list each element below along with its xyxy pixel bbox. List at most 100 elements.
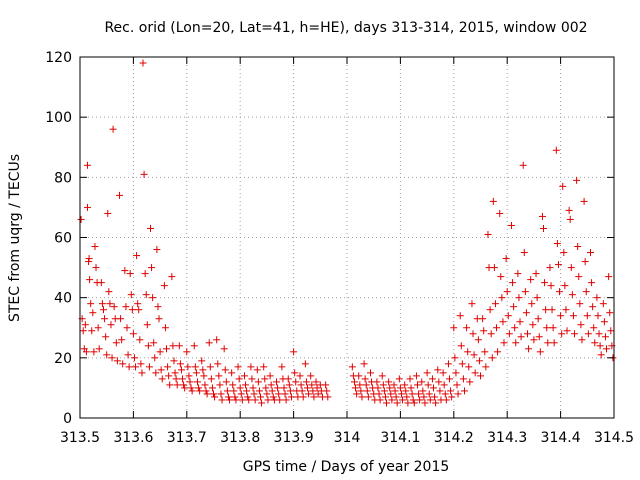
data-point <box>511 324 519 332</box>
data-point <box>355 372 363 380</box>
data-point <box>454 390 462 398</box>
y-tick-label: 80 <box>54 170 72 186</box>
data-point <box>128 306 136 314</box>
data-point <box>134 300 142 308</box>
data-point <box>474 336 482 344</box>
y-tick-label: 0 <box>63 411 72 427</box>
data-point <box>284 375 292 383</box>
x-tick-label: 314.4 <box>541 430 581 446</box>
data-point <box>301 360 309 368</box>
data-point <box>110 303 118 311</box>
data-point <box>146 224 154 232</box>
data-point <box>201 381 209 389</box>
data-point <box>373 378 381 386</box>
data-point <box>79 327 87 335</box>
data-point <box>565 206 573 214</box>
data-point <box>584 330 592 338</box>
data-point <box>527 276 535 284</box>
data-point <box>226 396 234 404</box>
data-point <box>258 399 266 407</box>
data-point <box>387 390 395 398</box>
data-point <box>266 372 274 380</box>
data-point <box>165 372 173 380</box>
x-tick-label: 313.6 <box>113 430 153 446</box>
data-point <box>166 381 174 389</box>
data-point <box>517 333 525 341</box>
data-point <box>596 342 604 350</box>
data-point <box>256 393 264 401</box>
data-point <box>504 312 512 320</box>
data-point <box>520 249 528 257</box>
data-point <box>376 396 384 404</box>
data-point <box>287 393 295 401</box>
data-point <box>142 291 150 299</box>
data-point <box>86 276 94 284</box>
data-point <box>236 384 244 392</box>
data-point <box>91 243 99 251</box>
data-point <box>444 360 452 368</box>
data-point <box>458 360 466 368</box>
data-point <box>186 378 194 386</box>
data-point <box>168 273 176 281</box>
data-point <box>412 372 420 380</box>
data-point <box>77 215 85 223</box>
data-point <box>117 315 125 323</box>
data-point <box>548 306 556 314</box>
data-point <box>534 315 542 323</box>
data-point <box>475 357 483 365</box>
data-point <box>482 363 490 371</box>
data-point <box>597 351 605 359</box>
data-point <box>179 375 187 383</box>
data-point <box>556 288 564 296</box>
x-tick-label: 313.7 <box>167 430 207 446</box>
data-point <box>202 387 210 395</box>
data-point <box>557 312 565 320</box>
data-point <box>430 384 438 392</box>
data-point <box>123 324 131 332</box>
data-point <box>356 381 364 389</box>
data-point <box>425 390 433 398</box>
data-point <box>523 330 531 338</box>
data-point <box>516 318 524 326</box>
data-point <box>136 336 144 344</box>
data-point <box>109 125 117 133</box>
data-point <box>583 312 591 320</box>
grid <box>80 57 614 418</box>
data-point <box>388 396 396 404</box>
data-point <box>509 279 517 287</box>
data-point <box>309 387 317 395</box>
data-point <box>103 351 111 359</box>
data-point <box>413 381 421 389</box>
data-point <box>83 161 91 169</box>
data-point <box>193 378 201 386</box>
x-tick-label: 314 <box>334 430 361 446</box>
data-point <box>273 378 281 386</box>
data-point <box>570 330 578 338</box>
data-point <box>599 300 607 308</box>
data-point <box>83 203 91 211</box>
data-point <box>428 375 436 383</box>
data-point <box>87 300 95 308</box>
data-point <box>543 324 551 332</box>
x-tick-label: 314.3 <box>487 430 527 446</box>
data-point <box>199 366 207 374</box>
data-point <box>416 396 424 404</box>
data-point <box>307 372 315 380</box>
data-point <box>357 387 365 395</box>
data-point <box>469 330 477 338</box>
data-point <box>255 387 263 395</box>
data-point <box>375 390 383 398</box>
data-point <box>211 393 219 401</box>
data-point <box>348 363 356 371</box>
data-point <box>185 372 193 380</box>
data-point <box>97 279 105 287</box>
data-point <box>296 372 304 380</box>
data-point <box>588 279 596 287</box>
data-point <box>237 390 245 398</box>
data-point <box>575 273 583 281</box>
data-point <box>426 396 434 404</box>
data-point <box>145 363 153 371</box>
y-tick-labels: 0 20 40 60 80 100 120 <box>45 50 72 427</box>
data-point <box>203 390 211 398</box>
